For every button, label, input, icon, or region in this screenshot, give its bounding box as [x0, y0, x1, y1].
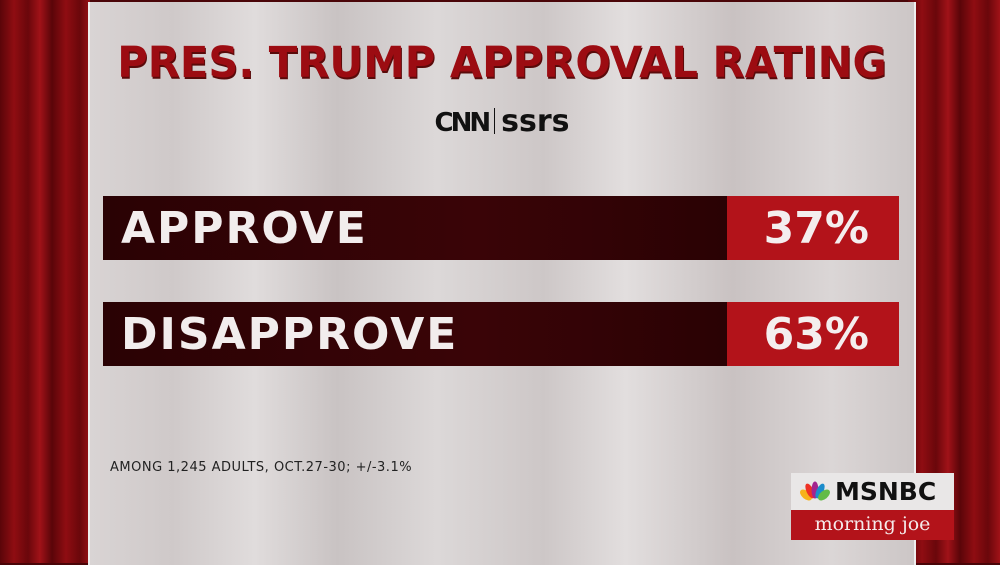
logo-divider — [494, 108, 496, 134]
ssrs-logo: ssrs — [501, 104, 570, 139]
curtain-right — [908, 0, 1000, 563]
chart-title: PRES. TRUMP APPROVAL RATING — [117, 38, 887, 88]
msnbc-logo: MSNBC — [835, 477, 937, 506]
footnote: AMONG 1,245 ADULTS, OCT.27-30; +/-3.1% — [110, 460, 413, 475]
row-value: 37% — [727, 196, 899, 260]
show-name: morning joe — [791, 510, 954, 540]
network-bug: MSNBC morning joe — [791, 473, 954, 540]
result-row-approve: APPROVE 37% — [103, 196, 899, 260]
result-row-disapprove: DISAPPROVE 63% — [103, 302, 899, 366]
graphic-panel: PRES. TRUMP APPROVAL RATING CNN ssrs APPR… — [88, 2, 916, 565]
row-label: DISAPPROVE — [103, 302, 727, 366]
source-logo: CNN ssrs — [90, 104, 914, 139]
row-label: APPROVE — [103, 196, 727, 260]
peacock-icon — [800, 481, 830, 500]
cnn-logo: CNN — [434, 108, 492, 138]
row-value: 63% — [727, 302, 899, 366]
curtain-left — [0, 0, 90, 563]
